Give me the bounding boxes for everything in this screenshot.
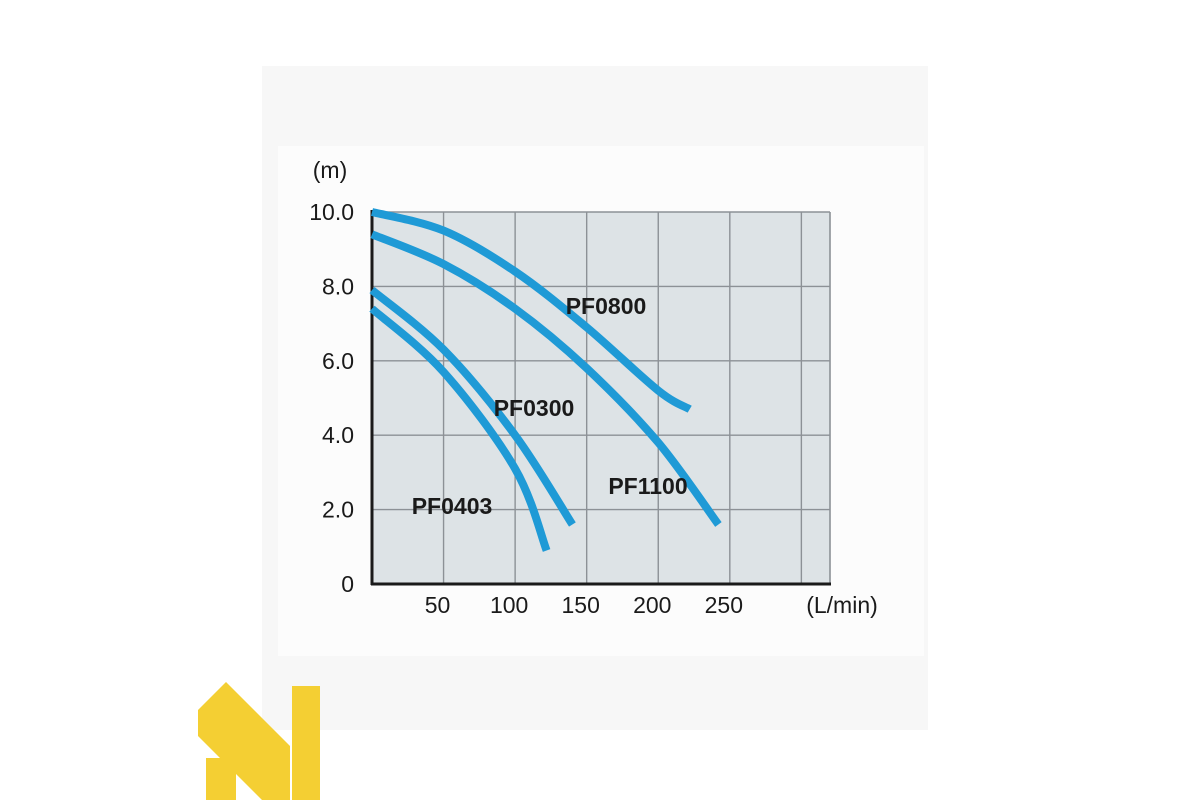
y-tick-label: 4.0	[322, 422, 354, 448]
series-label-pf0800: PF0800	[566, 293, 647, 319]
brand-logo	[198, 682, 320, 800]
grid-lines	[372, 211, 831, 584]
axes	[370, 210, 831, 586]
series-label-pf0403: PF0403	[412, 493, 493, 519]
y-axis-unit-label: (m)	[313, 157, 347, 183]
x-tick-label: 100	[490, 592, 528, 618]
x-tick-label: 200	[633, 592, 671, 618]
x-tick-label: 150	[562, 592, 600, 618]
series-curve-pf0800	[370, 208, 692, 413]
logo-foot	[206, 758, 236, 800]
y-tick-label: 8.0	[322, 273, 354, 299]
y-tick-label: 2.0	[322, 497, 354, 523]
series-curve-pf1100	[370, 230, 722, 527]
y-tick-label: 0	[341, 571, 354, 597]
series-curve-pf0403	[369, 305, 551, 552]
x-tick-label: 250	[705, 592, 743, 618]
series-curve-pf0300	[369, 287, 576, 527]
logo-right-bar	[292, 686, 320, 800]
tick-labels: 0 2.0 4.0 6.0 8.0 10.0 50 100 150 200 250	[309, 199, 743, 618]
x-tick-label: 50	[425, 592, 451, 618]
series-label-pf0300: PF0300	[494, 395, 575, 421]
series-label-pf1100: PF1100	[608, 473, 687, 499]
plot-area	[372, 212, 830, 584]
series-curves	[369, 208, 722, 552]
y-tick-label: 10.0	[309, 199, 354, 225]
y-tick-label: 6.0	[322, 348, 354, 374]
series-labels: PF0800 PF1100 PF0300 PF0403	[412, 293, 688, 519]
logo-left-stroke	[198, 682, 290, 800]
x-axis-unit-label: (L/min)	[806, 592, 878, 618]
